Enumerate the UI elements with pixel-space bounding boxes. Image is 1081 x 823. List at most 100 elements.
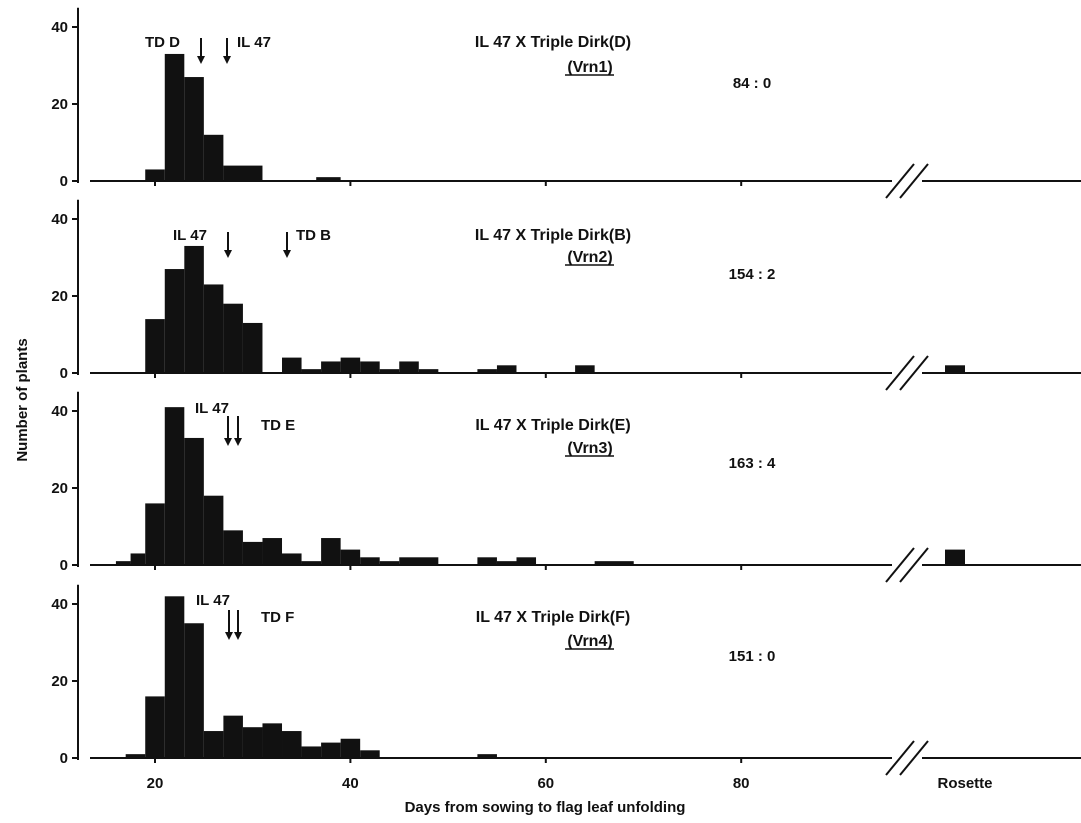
histogram-bar bbox=[164, 407, 185, 565]
parent-arrow-head bbox=[197, 56, 205, 64]
rosette-bar bbox=[945, 549, 965, 565]
histogram-bar bbox=[223, 165, 263, 181]
histogram-bar bbox=[115, 561, 131, 565]
y-tick-label: 0 bbox=[60, 750, 68, 767]
axis-break-mark bbox=[885, 355, 915, 391]
x-tick-label: 40 bbox=[342, 775, 359, 792]
histogram-bar bbox=[262, 723, 283, 758]
gene-label: (Vrn3) bbox=[567, 440, 612, 457]
parent-annotation: TD E bbox=[261, 417, 295, 434]
y-tick-label: 20 bbox=[51, 480, 68, 497]
histogram-bar bbox=[316, 177, 341, 181]
axis-break-mark bbox=[899, 740, 929, 776]
histogram-bar bbox=[379, 369, 400, 373]
histogram-bar bbox=[125, 754, 146, 758]
histogram-bar bbox=[477, 754, 497, 758]
y-tick-label: 0 bbox=[60, 557, 68, 574]
histogram-bar bbox=[145, 696, 165, 758]
panel-2: 0 20 40 IL 47 X Triple Dirk(B) (Vrn2) 154 : 2… bbox=[51, 199, 1081, 391]
histogram-bar bbox=[223, 303, 243, 373]
parent-annotation: IL 47 bbox=[173, 227, 207, 244]
histogram-bar bbox=[360, 557, 380, 565]
histogram-bar bbox=[130, 553, 146, 565]
y-tick-label: 0 bbox=[60, 173, 68, 190]
y-tick-label: 20 bbox=[51, 673, 68, 690]
parent-annotation: TD D bbox=[145, 34, 180, 51]
histogram-bar bbox=[418, 369, 439, 373]
histogram-bar bbox=[203, 731, 224, 758]
y-tick-label: 40 bbox=[51, 596, 68, 613]
histogram-bar bbox=[164, 269, 185, 373]
histogram-bar bbox=[184, 245, 204, 373]
histogram-bar bbox=[145, 503, 165, 565]
histogram-bar bbox=[340, 738, 361, 758]
parent-arrow-head bbox=[225, 632, 233, 640]
histogram-bar bbox=[301, 561, 322, 565]
segregation-ratio: 84 : 0 bbox=[733, 75, 771, 92]
histogram-bar bbox=[223, 530, 243, 565]
x-tick-label: 60 bbox=[537, 775, 554, 792]
histogram-bar bbox=[399, 361, 419, 373]
histogram-bar bbox=[340, 357, 361, 373]
gene-label: (Vrn2) bbox=[567, 249, 612, 266]
histogram-bar bbox=[145, 319, 165, 373]
panel-4: 0 20 40 IL 47 X Triple Dirk(F) (Vrn4) 151 : 0… bbox=[51, 584, 1081, 776]
histogram-bar bbox=[282, 553, 302, 565]
histogram-bar bbox=[282, 731, 302, 758]
histogram-bar bbox=[242, 727, 263, 758]
panel-3: 0 20 40 IL 47 X Triple Dirk(E) (Vrn3) 163 : 4… bbox=[51, 391, 1081, 583]
histogram-bar bbox=[242, 541, 263, 565]
panel-title: IL 47 X Triple Dirk(D) bbox=[475, 34, 631, 51]
histogram-bar bbox=[301, 369, 322, 373]
histogram-bar bbox=[496, 561, 517, 565]
histogram-bar bbox=[184, 437, 204, 565]
axis-break-mark bbox=[885, 163, 915, 199]
histogram-bar bbox=[360, 361, 380, 373]
x-tick-label: 80 bbox=[733, 775, 750, 792]
histogram-bar bbox=[360, 750, 380, 758]
parent-arrow-head bbox=[224, 438, 232, 446]
axis-break-mark bbox=[885, 740, 915, 776]
parent-annotation: IL 47 bbox=[237, 34, 271, 51]
histogram-bar bbox=[575, 365, 595, 373]
histogram-bar bbox=[477, 369, 497, 373]
histogram-bar bbox=[203, 495, 224, 565]
parent-arrow-head bbox=[224, 250, 232, 258]
histogram-bar bbox=[184, 77, 204, 181]
axis-break-mark bbox=[899, 547, 929, 583]
y-tick-label: 20 bbox=[51, 96, 68, 113]
histogram-bar bbox=[594, 561, 634, 565]
x-tick-label: 20 bbox=[147, 775, 164, 792]
histogram-bar bbox=[340, 549, 361, 565]
parent-arrow-head bbox=[234, 438, 242, 446]
panel-1: 0 20 40 IL 47 X Triple Dirk(D) (Vrn1) 84 : 0 T… bbox=[51, 7, 1081, 199]
parent-arrow-head bbox=[234, 632, 242, 640]
y-tick-label: 40 bbox=[51, 211, 68, 228]
y-axis-label: Number of plants bbox=[14, 338, 31, 461]
histogram-bar bbox=[379, 561, 400, 565]
panel-title: IL 47 X Triple Dirk(B) bbox=[475, 227, 631, 244]
histogram-bar bbox=[223, 715, 243, 758]
histogram-bar bbox=[496, 365, 517, 373]
parent-arrow-head bbox=[283, 250, 291, 258]
parent-annotation: IL 47 bbox=[196, 592, 230, 609]
parent-annotation: TD F bbox=[261, 609, 294, 626]
segregation-ratio: 151 : 0 bbox=[729, 648, 776, 665]
x-axis-label: Days from sowing to flag leaf unfolding bbox=[405, 799, 686, 816]
parent-annotation: IL 47 bbox=[195, 400, 229, 417]
histogram-panels: 0 20 40 IL 47 X Triple Dirk(D) (Vrn1) 84 : 0 T… bbox=[51, 7, 1081, 792]
histogram-bar bbox=[516, 557, 537, 565]
rosette-bar bbox=[945, 365, 965, 373]
panel-title: IL 47 X Triple Dirk(F) bbox=[476, 609, 630, 626]
gene-label: (Vrn1) bbox=[567, 59, 612, 76]
gene-label: (Vrn4) bbox=[567, 633, 612, 650]
histogram-bar bbox=[184, 623, 204, 758]
histogram-bar bbox=[282, 357, 302, 373]
axis-break-mark bbox=[885, 547, 915, 583]
y-tick-label: 20 bbox=[51, 288, 68, 305]
histogram-bar bbox=[164, 596, 185, 758]
histogram-bar bbox=[164, 53, 185, 182]
panel-title: IL 47 X Triple Dirk(E) bbox=[475, 417, 630, 434]
histogram-bar bbox=[321, 538, 341, 565]
